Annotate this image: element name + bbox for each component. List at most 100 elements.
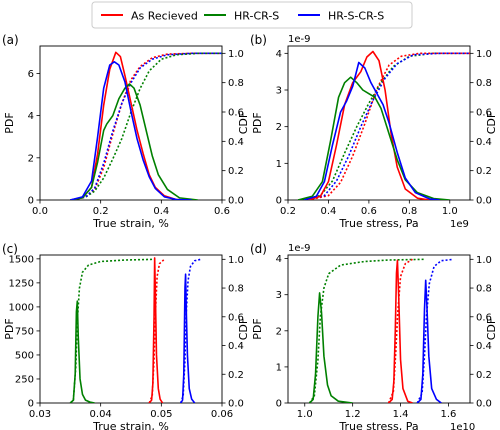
chart-panel: (d) 1.0 1.2 1.4 1.6 0 1 2 3 4 0.0 0.2 0.4 0.6 0.8 1.0 Tr… [250,242,498,430]
plot-area [70,51,222,200]
y-tick-label-right: 0.6 [476,108,492,119]
x-tick-label: 0.6 [361,206,377,217]
legend-entry: HR-S-CR-S [298,10,384,23]
pdf-line [308,292,353,403]
y-tick-label-right: 0.0 [228,196,244,207]
chart-panel: (a) 0.0 0.2 0.4 0.6 0 2 4 6 0.0 0.2 0.4 0.6 0.8 1.0 Tru… [2,33,250,230]
y-offset-text: 1e-9 [288,243,311,254]
x-axis-label: True strain, % [92,217,169,230]
y-tick-label-left: 2 [28,153,34,164]
y-tick-label-right: 0.8 [476,284,492,295]
x-tick-label: 1.4 [393,409,409,420]
y-axis-label-right: CDF [237,112,250,134]
y-tick-label-right: 0.6 [228,312,244,323]
y-tick-label-left: 0 [28,196,34,207]
pdf-line [180,273,196,403]
y-tick-label-right: 0.0 [228,399,244,410]
legend: As Recieved HR-CR-S HR-S-CR-S [91,1,413,29]
y-tick-label-right: 1.0 [476,255,492,266]
x-tick-label: 1.0 [442,206,458,217]
y-tick-label-left: 1 [276,362,282,373]
y-tick-label-left: 1 [276,159,282,170]
y-tick-label-left: 2 [276,326,282,337]
y-tick-label-left: 0 [28,399,34,410]
x-tick-label: 0.05 [150,409,172,420]
panel-label: (b) [250,33,267,47]
panel-label: (d) [250,242,267,256]
y-axis-label-left: PDF [3,318,16,339]
y-tick-label-left: 750 [15,326,34,337]
x-tick-label: 0.03 [29,409,51,420]
x-tick-label: 1.0 [297,409,313,420]
pdf-line [416,279,442,403]
x-tick-label: 0.06 [211,409,233,420]
chart-panel: (b) 0.2 0.4 0.6 0.8 1.0 0 1 2 3 4 0.0 0.2 0.4 0.6 0.8 1.… [250,33,498,230]
pdf-line [70,51,192,200]
y-tick-label-right: 0.4 [228,137,244,148]
y-axis-label-left: PDF [251,112,264,133]
x-tick-label: 0.04 [90,409,112,420]
y-tick-label-right: 0.6 [228,108,244,119]
x-tick-label: 0.2 [93,206,109,217]
plot-area [69,257,201,403]
y-axis-label-right: CDF [485,318,498,340]
cdf-line [387,258,413,403]
y-tick-label-right: 0.8 [228,78,244,89]
y-tick-label-right: 0.0 [476,399,492,410]
x-offset-text: 1e9 [450,219,469,230]
y-tick-label-left: 4 [276,254,282,265]
y-tick-label-right: 1.0 [228,49,244,60]
y-tick-label-left: 0 [276,399,282,410]
pdf-line [388,259,413,403]
pdf-line [148,257,164,403]
axes-frame [39,45,223,201]
y-tick-label-right: 0.4 [476,137,492,148]
x-tick-label: 0.8 [401,206,417,217]
y-tick-label-right: 1.0 [476,49,492,60]
y-tick-label-right: 0.4 [228,341,244,352]
x-tick-label: 0.0 [32,206,48,217]
y-tick-label-left: 500 [15,350,34,361]
y-axis-label-left: PDF [251,318,264,339]
pdf-line [307,50,430,200]
plot-area [297,50,470,200]
cdf-line [69,258,156,403]
x-tick-label: 0.2 [280,206,296,217]
y-tick-label-right: 0.2 [228,370,244,381]
chart-panel: (c) 0.03 0.04 0.05 0.06 0 250 500 750 1000 1250 150… [2,242,250,430]
y-tick-label-left: 0 [276,196,282,207]
y-tick-label-right: 0.2 [228,166,244,177]
y-offset-text: 1e-9 [288,34,311,45]
axes-frame [287,45,471,201]
axes-frame [39,254,223,404]
y-tick-label-left: 250 [15,374,34,385]
x-tick-label: 0.4 [320,206,336,217]
legend-entry: HR-CR-S [204,10,279,23]
y-tick-label-left: 4 [28,111,34,122]
y-tick-label-left: 1250 [9,278,34,289]
legend-label: HR-S-CR-S [328,10,384,23]
y-tick-label-left: 4 [276,49,282,60]
y-tick-label-right: 0.0 [476,196,492,207]
y-tick-label-right: 1.0 [228,255,244,266]
pdf-line [70,83,198,200]
axes-frame [287,254,471,404]
x-axis-label: True stress, Pa [338,420,418,430]
pdf-line [70,61,192,200]
y-tick-label-right: 0.8 [228,284,244,295]
legend-entry: As Recieved [101,10,198,23]
y-tick-label-left: 1500 [9,254,34,265]
panel-label: (c) [2,242,18,256]
y-axis-label-right: CDF [237,318,250,340]
y-tick-label-left: 3 [276,290,282,301]
y-tick-label-right: 0.8 [476,78,492,89]
y-axis-label-right: CDF [485,112,498,134]
y-tick-label-right: 0.2 [476,370,492,381]
y-tick-label-right: 0.6 [476,312,492,323]
legend-label: HR-CR-S [234,10,279,23]
pdf-line [303,61,440,200]
y-tick-label-left: 1000 [9,302,34,313]
y-tick-label-right: 0.4 [476,341,492,352]
y-tick-label-right: 0.2 [476,166,492,177]
